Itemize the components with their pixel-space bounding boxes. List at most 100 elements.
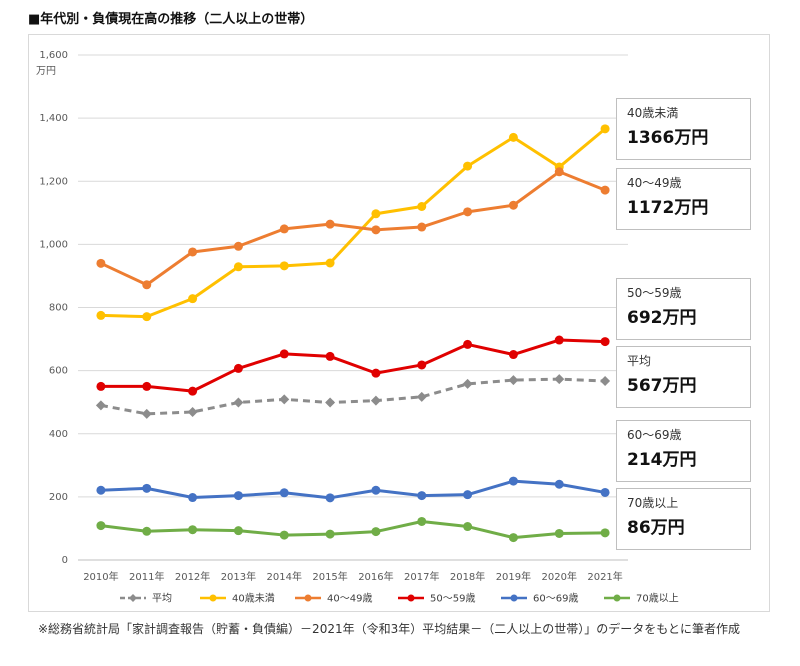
callout-label: 40～49歳	[627, 176, 682, 190]
data-point	[325, 529, 335, 539]
data-point	[371, 368, 381, 378]
chart-frame	[28, 34, 770, 612]
data-point	[600, 376, 611, 387]
data-point	[508, 375, 519, 386]
data-point	[554, 335, 564, 345]
y-tick-label: 1,200	[39, 176, 68, 187]
x-tick-label: 2012年	[175, 570, 210, 583]
data-point	[508, 200, 518, 210]
series-line	[100, 170, 606, 287]
callout-value: 1366万円	[627, 128, 709, 148]
data-point	[233, 526, 243, 536]
data-point	[188, 493, 198, 503]
data-point	[462, 378, 473, 389]
legend-marker	[510, 594, 518, 602]
x-tick-label: 2010年	[83, 570, 118, 583]
data-point	[95, 400, 106, 411]
data-point	[187, 406, 198, 417]
x-tick-label: 2013年	[221, 570, 256, 583]
data-point	[371, 527, 381, 537]
legend-marker	[304, 594, 312, 602]
legend-marker	[613, 594, 621, 602]
source-footnote: ※総務省統計局「家計調査報告（貯蓄・負債編）－2021年（令和3年）平均結果－（…	[38, 622, 740, 636]
legend-marker	[407, 594, 415, 602]
data-point	[417, 202, 427, 211]
callout-60s: 60～69歳 214万円	[616, 420, 751, 482]
data-point	[417, 360, 427, 370]
callout-label: 平均	[627, 354, 652, 368]
data-point	[371, 485, 381, 495]
data-point	[233, 363, 243, 373]
x-tick-label: 2018年	[450, 570, 485, 583]
y-tick-label: 0	[62, 555, 68, 566]
data-point	[279, 394, 290, 405]
callout-under40: 40歳未満 1366万円	[616, 98, 751, 160]
data-point	[508, 350, 518, 360]
y-tick-label: 200	[49, 492, 68, 503]
data-point	[96, 381, 106, 391]
data-point	[142, 526, 152, 536]
legend-marker	[209, 594, 217, 602]
series-line	[100, 519, 606, 540]
data-point	[233, 491, 243, 501]
data-point	[325, 493, 335, 503]
data-point	[508, 476, 518, 486]
data-point	[279, 349, 289, 359]
data-point	[325, 397, 336, 408]
data-point	[279, 261, 289, 271]
x-tick-label: 2020年	[542, 570, 577, 583]
x-tick-label: 2017年	[404, 570, 439, 583]
callout-value: 1172万円	[627, 198, 709, 218]
data-point	[96, 485, 106, 495]
legend-label: 70歳以上	[636, 593, 679, 605]
y-tick-label: 1,000	[39, 239, 68, 250]
data-point	[600, 337, 610, 347]
data-point	[233, 241, 243, 251]
y-tick-label: 1,600	[39, 50, 68, 61]
callout-label: 50～59歳	[627, 286, 682, 300]
data-point	[325, 258, 335, 268]
legend-label: 50～59歳	[430, 593, 475, 605]
data-point	[463, 490, 473, 500]
data-point	[142, 280, 152, 290]
legend-label: 40歳未満	[232, 593, 275, 605]
data-point	[600, 487, 610, 497]
data-point	[600, 124, 610, 134]
data-point	[463, 339, 473, 349]
y-tick-label: 400	[49, 429, 68, 440]
data-point	[554, 479, 564, 489]
y-unit-label: 万円	[36, 66, 56, 77]
data-point	[508, 533, 518, 543]
y-tick-label: 600	[49, 366, 68, 377]
data-point	[233, 262, 243, 272]
callout-value: 567万円	[627, 376, 697, 396]
data-point	[96, 521, 106, 531]
series-line	[100, 479, 606, 500]
y-tick-label: 1,400	[39, 113, 68, 124]
data-point	[554, 167, 564, 177]
callout-50s: 50～59歳 692万円	[616, 278, 751, 340]
legend-label: 60～69歳	[533, 593, 578, 605]
data-point	[417, 222, 427, 232]
series-line	[100, 377, 606, 416]
callout-value: 692万円	[627, 308, 697, 328]
callout-label: 70歳以上	[627, 496, 679, 510]
data-point	[554, 528, 564, 538]
data-point	[463, 161, 473, 171]
data-point	[279, 224, 289, 234]
y-tick-label: 800	[49, 303, 68, 314]
x-tick-label: 2021年	[587, 570, 622, 583]
x-tick-label: 2014年	[267, 570, 302, 583]
data-point	[325, 219, 335, 229]
legend-label: 40～49歳	[327, 593, 372, 605]
data-point	[279, 530, 289, 540]
x-tick-label: 2011年	[129, 570, 164, 583]
data-point	[554, 374, 565, 385]
data-point	[463, 207, 473, 217]
data-point	[600, 528, 610, 538]
series-line	[100, 338, 606, 393]
data-point	[142, 312, 152, 322]
x-tick-label: 2016年	[358, 570, 393, 583]
data-point	[463, 522, 473, 532]
